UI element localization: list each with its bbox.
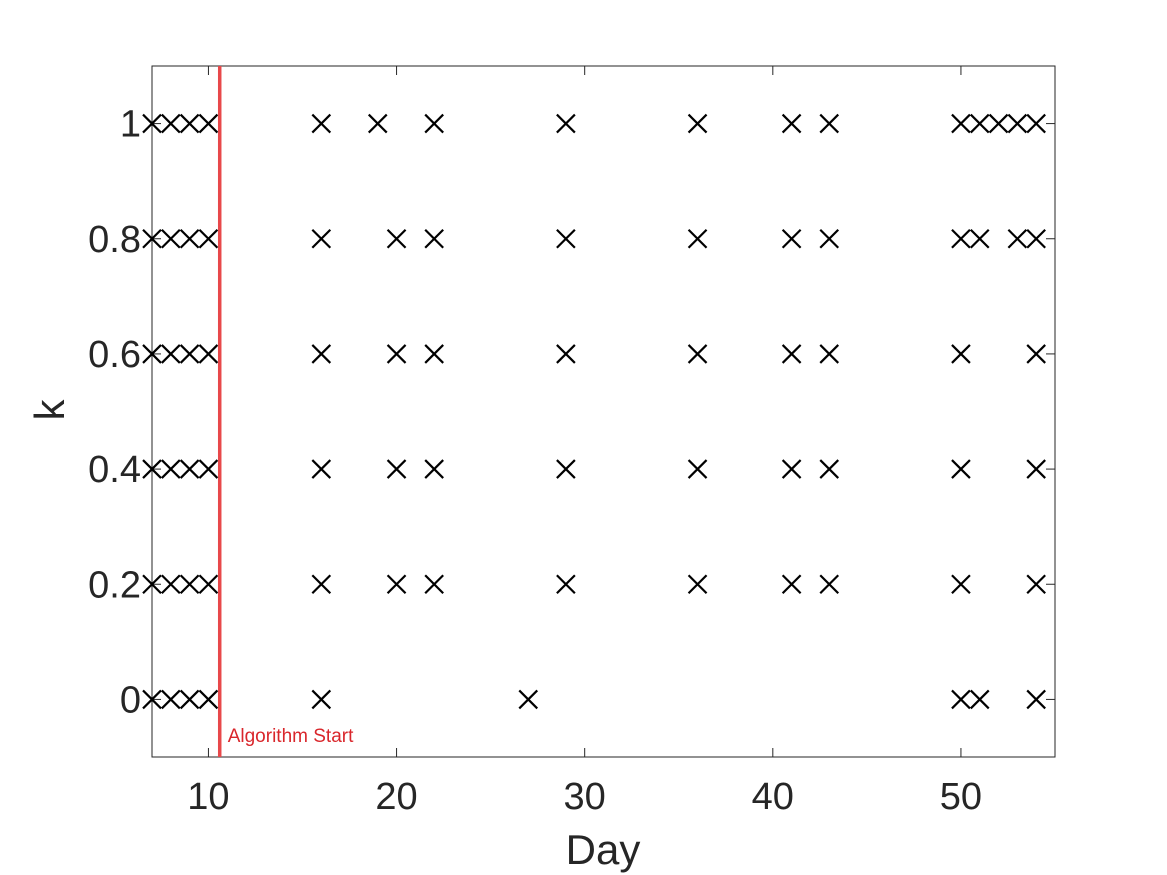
data-point — [161, 228, 181, 249]
data-point — [161, 113, 181, 134]
data-point — [198, 344, 219, 364]
tick-labels: 10 20 30 40 50 0 0.2 0.4 0.6 0.8 1 — [88, 104, 982, 818]
data-point — [819, 113, 840, 134]
data-point — [781, 228, 802, 249]
data-point — [819, 459, 840, 479]
data-point — [969, 689, 990, 710]
x-tick-label: 40 — [752, 776, 794, 818]
data-point — [142, 574, 162, 595]
data-point — [1026, 344, 1046, 364]
x-tick-label: 10 — [187, 776, 229, 818]
data-point — [198, 113, 219, 134]
y-axis-label: k — [26, 399, 73, 421]
x-tick-label: 50 — [940, 776, 982, 818]
data-point — [424, 344, 444, 364]
data-point — [988, 113, 1009, 134]
data-point — [556, 574, 576, 595]
data-point — [819, 574, 840, 595]
y-tick-label: 0.4 — [88, 449, 141, 491]
data-point — [179, 459, 200, 479]
data-point — [687, 113, 708, 134]
data-point — [424, 574, 444, 595]
data-point — [311, 459, 332, 479]
data-point — [386, 574, 407, 595]
data-point — [311, 689, 332, 710]
y-tick-label: 0.6 — [88, 334, 141, 376]
data-point — [386, 228, 407, 249]
data-point — [951, 689, 971, 710]
data-point — [198, 689, 219, 710]
y-tick-label: 0.2 — [88, 564, 141, 606]
data-point — [424, 228, 444, 249]
data-point — [781, 344, 802, 364]
data-point — [1026, 459, 1046, 479]
data-point — [386, 344, 407, 364]
data-point — [386, 459, 407, 479]
data-point — [951, 574, 971, 595]
data-point — [198, 459, 219, 479]
data-point — [969, 228, 990, 249]
data-point — [1026, 574, 1046, 595]
data-point — [781, 459, 802, 479]
x-axis-label: Day — [566, 826, 641, 873]
data-point — [179, 344, 200, 364]
data-point — [179, 228, 200, 249]
data-point — [311, 574, 332, 595]
x-tick-label: 20 — [375, 776, 417, 818]
plot-area — [151, 65, 1056, 758]
data-point — [1026, 689, 1046, 710]
data-point — [781, 113, 802, 134]
data-markers — [142, 113, 1046, 710]
data-point — [161, 459, 181, 479]
data-point — [951, 344, 971, 364]
data-point — [556, 228, 576, 249]
data-point — [311, 228, 332, 249]
data-point — [424, 113, 444, 134]
data-point — [819, 344, 840, 364]
data-point — [142, 344, 162, 364]
data-point — [687, 574, 708, 595]
data-point — [687, 228, 708, 249]
data-point — [687, 459, 708, 479]
data-point — [518, 689, 539, 710]
data-point — [424, 459, 444, 479]
data-point — [951, 459, 971, 479]
data-point — [161, 574, 181, 595]
data-point — [142, 689, 162, 710]
data-point — [142, 228, 162, 249]
data-point — [781, 574, 802, 595]
data-point — [142, 459, 162, 479]
data-point — [198, 574, 219, 595]
data-point — [556, 344, 576, 364]
data-point — [198, 228, 219, 249]
data-point — [179, 113, 200, 134]
data-point — [951, 113, 971, 134]
data-point — [819, 228, 840, 249]
algorithm-start-label: Algorithm Start — [228, 726, 354, 747]
data-point — [687, 344, 708, 364]
data-point — [556, 113, 576, 134]
data-point — [1026, 228, 1046, 249]
data-point — [179, 689, 200, 710]
data-point — [161, 344, 181, 364]
x-tick-label: 30 — [564, 776, 606, 818]
y-tick-label: 1 — [120, 104, 141, 146]
data-point — [951, 228, 971, 249]
data-point — [311, 113, 332, 134]
data-point — [1007, 228, 1028, 249]
data-point — [142, 113, 162, 134]
y-tick-label: 0 — [120, 679, 141, 721]
data-point — [367, 113, 388, 134]
data-point — [969, 113, 990, 134]
data-point — [1026, 113, 1046, 134]
data-point — [556, 459, 576, 479]
data-point — [311, 344, 332, 364]
data-point — [1007, 113, 1028, 134]
data-point — [161, 689, 181, 710]
y-tick-label: 0.8 — [88, 219, 141, 261]
data-point — [179, 574, 200, 595]
